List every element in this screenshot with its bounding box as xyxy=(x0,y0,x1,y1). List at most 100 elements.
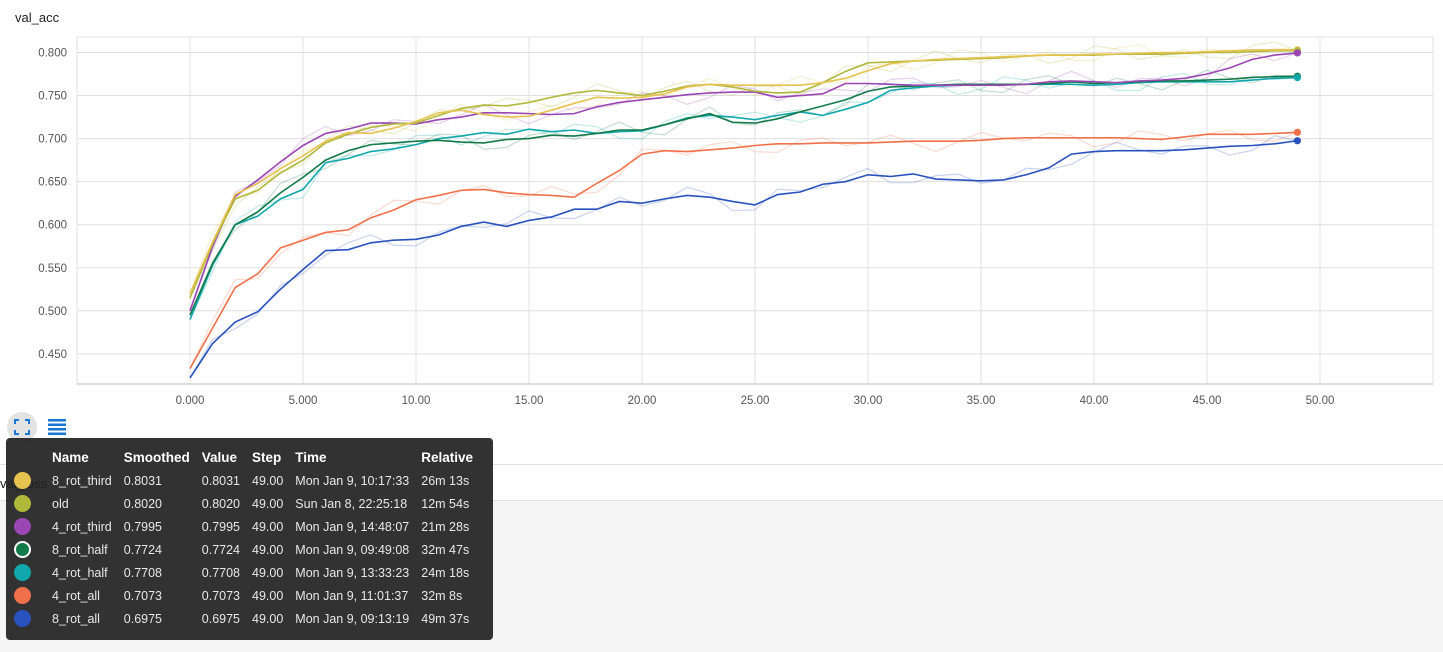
tooltip-name: 8_rot_all xyxy=(52,611,100,626)
x-tick-label: 20.00 xyxy=(628,395,657,407)
header-step: Step xyxy=(252,450,282,465)
tooltip-row: 8_rot_all 0.6975 0.6975 49.00 Mon Jan 9, 09:… xyxy=(14,607,485,630)
x-tick-label: 30.00 xyxy=(854,395,883,407)
tooltip-step: 49.00 xyxy=(252,611,284,626)
tooltip-name: 8_rot_third xyxy=(52,473,112,488)
tooltip-value: 0.8031 xyxy=(201,473,240,488)
tooltip-row: 8_rot_third 0.8031 0.8031 49.00 Mon Jan 9, 1… xyxy=(14,469,485,492)
line-chart[interactable]: 0.000 5.000 10.00 15.00 20.00 25.00 30.00 35.00… xyxy=(0,0,1443,410)
y-tick-label: 0.600 xyxy=(38,220,67,232)
series-line-8_rot_all xyxy=(189,139,1298,379)
series-line-8_rot_half xyxy=(189,75,1298,316)
tooltip-row: 4_rot_all 0.7073 0.7073 49.00 Mon Jan 9, 11:… xyxy=(14,584,485,607)
tooltip-row: old 0.8020 0.8020 49.00 Sun Jan 8, 22:25:18 1… xyxy=(14,492,485,515)
tooltip-relative: 24m 18s xyxy=(421,565,470,580)
x-tick-label: 25.00 xyxy=(741,395,770,407)
raw-line-8_rot_half xyxy=(189,69,1298,316)
chart-title: val_acc xyxy=(15,10,60,25)
x-tick-label: 40.00 xyxy=(1080,395,1109,407)
raw-line-4_rot_third xyxy=(189,52,1298,312)
series-swatch-cell xyxy=(14,584,52,607)
tooltip-time: Mon Jan 9, 09:49:08 xyxy=(295,542,410,557)
series-swatch-cell xyxy=(14,538,52,561)
tooltip-value: 0.7724 xyxy=(201,542,240,557)
series-line-4_rot_all xyxy=(189,131,1298,369)
raw-line-4_rot_all xyxy=(189,129,1298,369)
tooltip-value: 0.7995 xyxy=(201,519,240,534)
x-tick-label: 5.000 xyxy=(289,395,318,407)
x-tick-label: 50.00 xyxy=(1306,395,1335,407)
tooltip-step: 49.00 xyxy=(252,565,284,580)
series-swatch-cell xyxy=(14,469,52,492)
tooltip-value: 0.7073 xyxy=(201,588,240,603)
tooltip-name: 4_rot_all xyxy=(52,588,100,603)
series-color-swatch xyxy=(14,587,31,604)
header-name: Name xyxy=(52,450,89,465)
tooltip-smoothed: 0.7724 xyxy=(123,542,162,557)
series-color-swatch xyxy=(14,610,31,627)
tooltip-time: Sun Jan 8, 22:25:18 xyxy=(295,496,408,511)
tooltip-smoothed: 0.7995 xyxy=(123,519,162,534)
tooltip-header-row: Name Smoothed Value Step Time Relative xyxy=(14,446,485,469)
raw-line-4_rot_half xyxy=(189,72,1298,320)
fullscreen-icon[interactable] xyxy=(7,412,37,442)
tooltip-table: Name Smoothed Value Step Time Relative 8… xyxy=(14,446,485,630)
series-swatch-cell xyxy=(14,561,52,584)
tooltip-relative: 12m 54s xyxy=(421,496,470,511)
y-tick-label: 0.550 xyxy=(38,263,67,275)
end-marker-4_rot_third xyxy=(1293,49,1301,57)
series-line-4_rot_half xyxy=(189,76,1298,320)
end-marker-4_rot_all xyxy=(1293,128,1301,136)
y-tick-label: 0.650 xyxy=(38,177,67,189)
tooltip-smoothed: 0.6975 xyxy=(123,611,162,626)
header-swatch xyxy=(14,446,52,469)
series-swatch-cell xyxy=(14,607,52,630)
raw-line-old xyxy=(189,41,1298,299)
series-color-swatch xyxy=(14,518,31,535)
tooltip-time: Mon Jan 9, 11:01:37 xyxy=(295,588,409,603)
x-tick-label: 15.00 xyxy=(515,395,544,407)
end-marker-4_rot_half xyxy=(1293,74,1301,82)
y-tick-label: 0.750 xyxy=(38,91,67,103)
tooltip-value: 0.8020 xyxy=(201,496,240,511)
end-marker-8_rot_all xyxy=(1293,137,1301,145)
series-swatch-cell xyxy=(14,515,52,538)
series-color-swatch xyxy=(14,495,31,512)
tooltip-row: 4_rot_third 0.7995 0.7995 49.00 Mon Jan 9, 1… xyxy=(14,515,485,538)
series-color-swatch xyxy=(14,541,31,558)
tooltip-step: 49.00 xyxy=(252,473,284,488)
tooltip-smoothed: 0.8031 xyxy=(123,473,162,488)
tooltip-relative: 32m 8s xyxy=(421,588,463,603)
series-color-swatch xyxy=(14,472,31,489)
tooltip-relative: 49m 37s xyxy=(421,611,470,626)
series-line-old xyxy=(189,49,1298,299)
x-tick-label: 0.000 xyxy=(176,395,205,407)
tooltip-value: 0.7708 xyxy=(201,565,240,580)
series-line-8_rot_third xyxy=(189,49,1298,294)
series-line-4_rot_third xyxy=(189,52,1298,312)
tooltip-step: 49.00 xyxy=(252,519,284,534)
tooltip-time: Mon Jan 9, 09:13:19 xyxy=(295,611,410,626)
y-tick-label: 0.500 xyxy=(38,306,67,318)
tooltip-name: 8_rot_half xyxy=(52,542,108,557)
list-icon[interactable] xyxy=(42,412,72,442)
tooltip-step: 49.00 xyxy=(252,496,284,511)
data-tooltip: Name Smoothed Value Step Time Relative 8… xyxy=(6,438,493,640)
tooltip-relative: 21m 28s xyxy=(421,519,470,534)
tooltip-relative: 32m 47s xyxy=(421,542,470,557)
tooltip-time: Mon Jan 9, 14:48:07 xyxy=(295,519,410,534)
y-tick-label: 0.800 xyxy=(38,47,67,59)
y-tick-label: 0.450 xyxy=(38,349,67,361)
header-relative: Relative xyxy=(421,450,474,465)
x-tick-label: 35.00 xyxy=(967,395,996,407)
tooltip-step: 49.00 xyxy=(252,588,284,603)
header-time: Time xyxy=(295,450,327,465)
tooltip-smoothed: 0.7708 xyxy=(123,565,162,580)
x-tick-label: 10.00 xyxy=(402,395,431,407)
tooltip-step: 49.00 xyxy=(252,542,284,557)
tooltip-time: Mon Jan 9, 13:33:23 xyxy=(295,565,410,580)
header-smoothed: Smoothed xyxy=(123,450,190,465)
series-swatch-cell xyxy=(14,492,52,515)
tooltip-row: 4_rot_half 0.7708 0.7708 49.00 Mon Jan 9, 13… xyxy=(14,561,485,584)
tooltip-name: 4_rot_third xyxy=(52,519,112,534)
